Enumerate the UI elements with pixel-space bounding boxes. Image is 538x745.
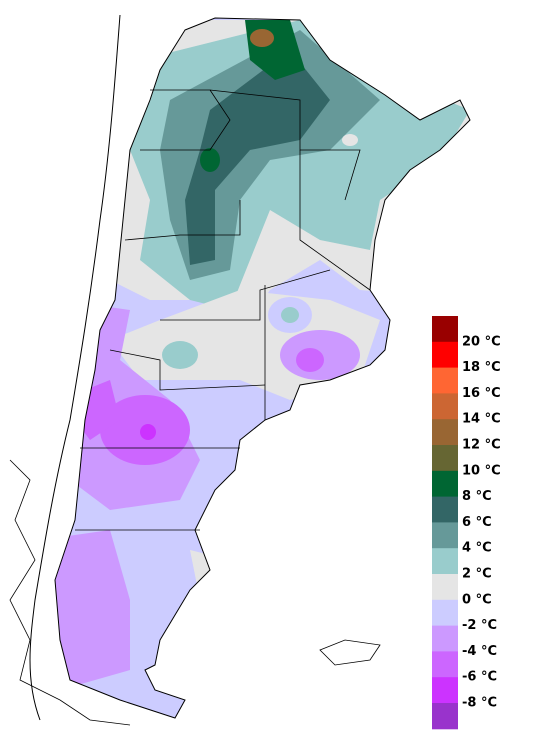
legend-label: -8 °C xyxy=(462,696,497,711)
legend-label: 0 °C xyxy=(462,592,492,607)
legend-label: 4 °C xyxy=(462,541,492,556)
legend-label: -6 °C xyxy=(462,670,497,685)
legend-swatch xyxy=(432,599,458,627)
legend-swatch xyxy=(432,574,458,601)
legend-swatch xyxy=(432,419,458,446)
legend-swatch xyxy=(432,703,458,730)
legend-swatch xyxy=(432,470,458,498)
legend-label: 14 °C xyxy=(462,412,501,427)
legend-swatch xyxy=(432,677,458,704)
legend-label: 8 °C xyxy=(462,489,492,504)
chile-coast xyxy=(29,14,121,721)
legend-swatch xyxy=(432,341,458,369)
legend: 20 °C 18 °C 16 °C 14 °C 12 °C 10 °C 8 °C 6 °C 4 … xyxy=(432,316,501,730)
legend-swatch xyxy=(432,445,458,472)
legend-swatch xyxy=(432,522,458,549)
legend-swatch xyxy=(432,548,458,575)
legend-swatch xyxy=(432,393,458,420)
legend-swatch xyxy=(432,367,458,394)
legend-swatch xyxy=(432,651,458,678)
province-borders xyxy=(75,89,371,531)
country-outline xyxy=(54,17,471,719)
legend-label: -2 °C xyxy=(462,618,497,633)
legend-swatch xyxy=(432,625,458,652)
legend-swatch xyxy=(432,496,458,523)
legend-label: 2 °C xyxy=(462,567,492,582)
legend-label: 16 °C xyxy=(462,386,501,401)
legend-label: 10 °C xyxy=(462,463,501,478)
legend-label: 12 °C xyxy=(462,438,501,453)
legend-label: 6 °C xyxy=(462,515,492,530)
legend-swatch xyxy=(432,316,458,343)
malvinas xyxy=(319,639,381,666)
legend-label: -4 °C xyxy=(462,644,497,659)
legend-label: 20 °C xyxy=(462,334,501,349)
pacific-islands xyxy=(9,459,131,726)
legend-label: 18 °C xyxy=(462,360,501,375)
